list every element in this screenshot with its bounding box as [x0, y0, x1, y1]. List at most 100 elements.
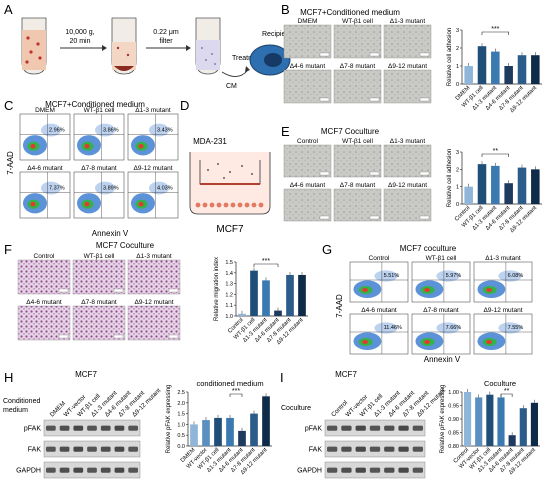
band [128, 446, 138, 452]
percent-label: 3.43% [157, 127, 173, 133]
bar [531, 169, 540, 204]
percent-label: 11.46% [384, 325, 402, 331]
y-tick-label: 2.0 [177, 401, 185, 407]
micrograph [127, 259, 181, 295]
band [398, 467, 409, 473]
band [341, 467, 352, 473]
panel-title: MCF7+Conditioned medium [45, 100, 145, 109]
y-axis-label: Relative migration index [214, 257, 220, 321]
micrograph [383, 144, 432, 178]
bar [519, 408, 527, 446]
significance-label: ** [504, 388, 510, 395]
y-tick-label: 0.0 [177, 444, 185, 450]
tile-label: WT-β1 cell [342, 18, 373, 25]
panel-letter: G [322, 242, 332, 257]
micrograph [333, 144, 382, 178]
band [100, 446, 111, 452]
tile-label: Δ4-6 mutant [290, 182, 326, 189]
band [412, 446, 423, 452]
band [355, 425, 366, 431]
tile-label: Δ7-8 mutant [81, 299, 117, 306]
y-tick-label: 0 [456, 82, 459, 88]
y-tick-label: 0 [456, 202, 459, 208]
panel-g: G MCF7 coculture 7-AAD Annexin V Control… [322, 242, 533, 364]
bar [531, 55, 540, 84]
tile-label: Δ9-12 mutant [388, 182, 427, 189]
bar [517, 167, 527, 204]
svg-text:Treatment: Treatment [232, 55, 264, 62]
band [87, 446, 97, 452]
bar [464, 186, 473, 204]
y-tick-label: 3 [456, 28, 459, 34]
micrograph [127, 305, 181, 341]
tile-label: Δ7-8 mutant [340, 182, 376, 189]
panel-h: H MCF7 Conditioned medium DMEMWT-vectorW… [3, 370, 162, 479]
bar [504, 183, 513, 204]
tile-label: Δ9-12 mutant [134, 299, 173, 306]
flow-plot [411, 261, 471, 303]
scale-bar [419, 52, 430, 57]
percent-label: 4.03% [157, 185, 173, 191]
svg-text:CM: CM [226, 83, 237, 90]
scale-bar [419, 171, 430, 176]
y-tick-label: 0.5 [177, 433, 185, 439]
scale-bar [319, 215, 330, 220]
micrograph [383, 24, 432, 59]
micrograph [383, 69, 432, 104]
blot-label: FAK [28, 447, 42, 454]
panel-letter: I [280, 370, 284, 385]
band [327, 467, 338, 473]
significance-bracket [500, 393, 513, 397]
bar [298, 274, 306, 316]
svg-text:Coculture: Coculture [281, 405, 311, 412]
panel-letter: H [4, 370, 13, 385]
y-tick-label: 1.4 [225, 271, 233, 277]
band [355, 467, 366, 473]
bar [530, 402, 538, 446]
band [114, 467, 125, 473]
scale-bar [58, 288, 69, 293]
flow-plot [411, 313, 471, 355]
blot-label: pFAK [305, 426, 322, 433]
micrograph [17, 305, 71, 341]
band [73, 446, 84, 452]
tile-label: Δ4-6 mutant [290, 63, 326, 70]
micrograph [333, 24, 382, 59]
band [128, 425, 138, 431]
band [412, 467, 423, 473]
micrograph [283, 24, 332, 59]
panel-e: E MCF7 Coculture Control WT-β1 cell Δ1-3 m… [281, 124, 432, 222]
bar [250, 413, 258, 446]
y-tick-label: 1.1 [225, 303, 233, 309]
bar [226, 417, 234, 446]
scale-bar [113, 334, 124, 339]
band [128, 467, 138, 473]
flow-plot [73, 113, 125, 161]
bar [464, 392, 472, 446]
blot-label: GAPDH [297, 468, 322, 475]
flow-plot [73, 171, 125, 219]
bar [477, 46, 487, 84]
flow-plot [19, 171, 71, 219]
band [114, 446, 125, 452]
panel-letter: A [4, 2, 13, 17]
tile-label: Δ7-8 mutant [423, 307, 459, 314]
percent-label: 7.55% [508, 325, 524, 331]
band [100, 467, 111, 473]
band [59, 467, 70, 473]
y-tick-label: 0.95 [448, 404, 459, 410]
y-axis-label: Relative cell adhesion [447, 149, 453, 207]
percent-label: 6.08% [508, 273, 524, 279]
bar [238, 313, 246, 316]
percent-label: 7.37% [49, 185, 65, 191]
bar [190, 424, 198, 446]
tile-label: DMEM [35, 107, 55, 114]
significance-bracket [253, 263, 279, 267]
band [114, 425, 125, 431]
micrograph [283, 188, 332, 222]
chart-title: Coculture [484, 379, 516, 388]
bar [238, 430, 246, 446]
tile-label: DMEM [298, 18, 318, 25]
micrograph [333, 188, 382, 222]
